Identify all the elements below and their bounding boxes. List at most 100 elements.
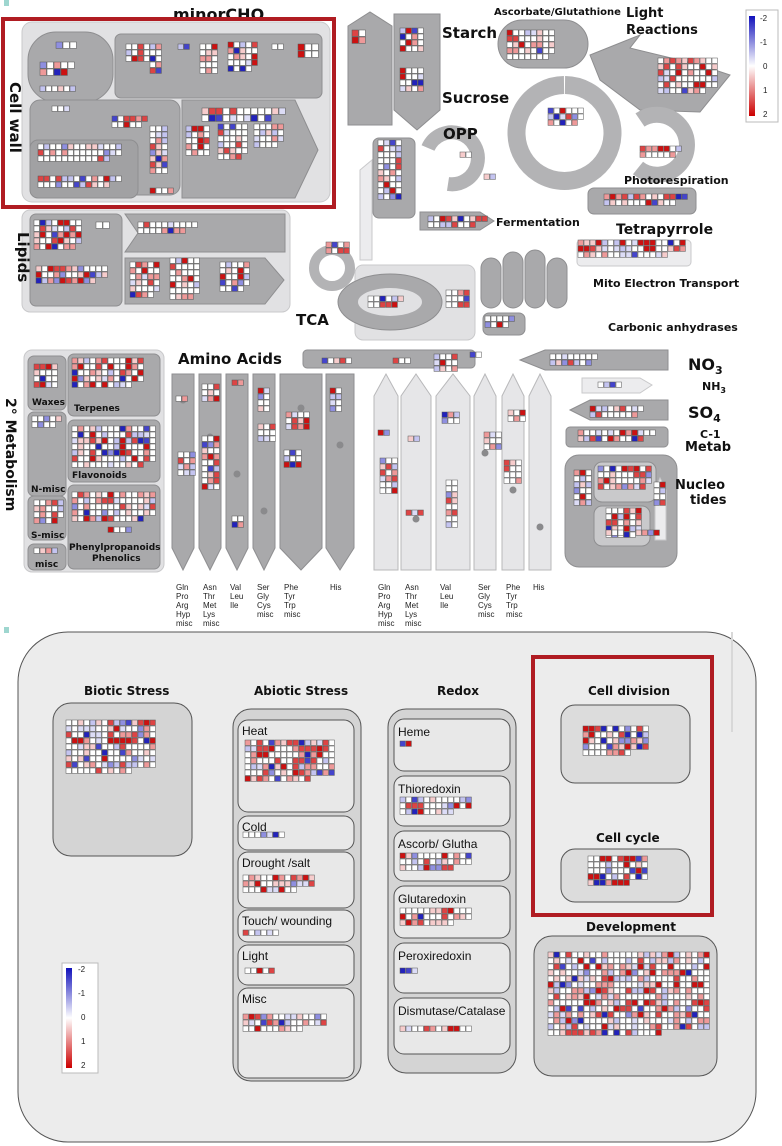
heatmap-grid <box>597 465 652 490</box>
heatmap-cell <box>292 745 299 752</box>
heatmap-cell <box>417 907 424 914</box>
amino-acid-label: Hyp <box>378 610 393 619</box>
heatmap-cell <box>391 475 398 482</box>
heatmap-cell <box>207 383 214 390</box>
nucleotides-label-2: tides <box>690 493 727 508</box>
heatmap-grid <box>71 425 156 468</box>
heatmap-cell <box>129 121 136 128</box>
heatmap-cell <box>657 63 664 70</box>
heatmap-cell <box>266 874 273 881</box>
heatmap-grid <box>351 29 366 44</box>
heatmap-cell <box>367 301 374 308</box>
heatmap-cell <box>451 289 458 296</box>
heatmap-cell <box>617 519 624 526</box>
heatmap-cell <box>655 963 662 970</box>
heatmap-cell <box>609 483 616 490</box>
heatmap-cell <box>45 511 52 518</box>
heatmap-cell <box>254 874 261 881</box>
heatmap-cell <box>39 68 47 76</box>
light-reactions-label-2: Reactions <box>626 23 698 38</box>
heatmap-cell <box>256 751 263 758</box>
heatmap-cell <box>453 411 460 418</box>
heatmap-cell <box>687 57 694 64</box>
heatmap-cell <box>629 861 636 868</box>
heatmap-cell <box>298 769 305 776</box>
heatmap-cell <box>641 529 648 536</box>
heatmap-cell <box>447 852 454 859</box>
heatmap-cell <box>681 63 688 70</box>
heatmap-cell <box>284 886 291 893</box>
heatmap-cell <box>619 1005 626 1012</box>
heatmap-cell <box>657 193 664 200</box>
amino-acid-label: Cys <box>257 601 271 610</box>
heatmap-cell <box>645 199 652 206</box>
heatmap-cell <box>280 757 287 764</box>
heatmap-cell <box>51 225 58 232</box>
heatmap-cell <box>395 181 402 188</box>
heatmap-cell <box>268 775 275 782</box>
heatmap-grid <box>399 907 472 926</box>
heatmap-cell <box>257 423 264 430</box>
heatmap-cell <box>107 761 114 768</box>
heatmap-cell <box>263 405 270 412</box>
heatmap-cell <box>411 808 418 815</box>
heatmap-cell <box>635 519 642 526</box>
heatmap-cell <box>207 441 214 448</box>
heatmap-cell <box>51 231 58 238</box>
heatmap-cell <box>31 415 38 422</box>
heatmap-cell <box>631 1017 638 1024</box>
heatmap-cell <box>542 47 549 54</box>
heatmap-cell <box>667 1017 674 1024</box>
heatmap-cell <box>606 737 613 744</box>
heatmap-cell <box>391 481 398 488</box>
heatmap-cell <box>609 465 616 472</box>
heatmap-cell <box>577 987 584 994</box>
heatmap-grid <box>587 855 648 886</box>
heatmap-cell <box>250 745 257 752</box>
heatmap-cell <box>697 1017 704 1024</box>
heatmap-cell <box>585 353 592 360</box>
heatmap-cell <box>703 1023 710 1030</box>
heatmap-cell <box>651 151 658 158</box>
heatmap-cell <box>399 740 406 747</box>
heatmap-cell <box>328 757 335 764</box>
heatmap-cell <box>153 267 160 274</box>
heatmap-cell <box>33 219 40 226</box>
heatmap-cell <box>595 435 602 442</box>
heatmap-cell <box>257 393 264 400</box>
heatmap-cell <box>636 743 643 750</box>
amino-acid-label: Thr <box>405 592 417 601</box>
heatmap-cell <box>643 245 650 252</box>
heatmap-cell <box>95 271 102 278</box>
heatmap-cell <box>445 353 452 360</box>
heatmap-cell <box>167 221 174 228</box>
heatmap-cell <box>43 143 50 150</box>
heatmap-cell <box>583 957 590 964</box>
heatmap-cell <box>631 405 638 412</box>
heatmap-cell <box>119 381 126 388</box>
heatmap-cell <box>242 1025 249 1032</box>
heatmap-cell <box>77 381 84 388</box>
heatmap-cell <box>559 1011 566 1018</box>
heatmap-cell <box>101 455 108 462</box>
heatmap-cell <box>213 441 220 448</box>
heatmap-cell <box>278 107 286 115</box>
heatmap-cell <box>637 999 644 1006</box>
heatmap-cell <box>631 1023 638 1030</box>
heatmap-cell <box>208 107 216 115</box>
heatmap-grid <box>321 357 352 364</box>
heatmap-cell <box>453 913 460 920</box>
heatmap-cell <box>242 886 249 893</box>
heatmap-cell <box>103 175 110 182</box>
heatmap-cell <box>147 273 154 280</box>
top-legend-tick: -1 <box>760 38 768 47</box>
heatmap-cell <box>399 967 406 974</box>
heatmap-cell <box>553 1017 560 1024</box>
heatmap-cell <box>579 469 586 476</box>
heatmap-cell <box>429 919 436 926</box>
heatmap-cell <box>685 957 692 964</box>
heatmap-cell <box>429 913 436 920</box>
heatmap-cell <box>536 35 543 42</box>
heatmap-cell <box>685 987 692 994</box>
heatmap-cell <box>633 483 640 490</box>
